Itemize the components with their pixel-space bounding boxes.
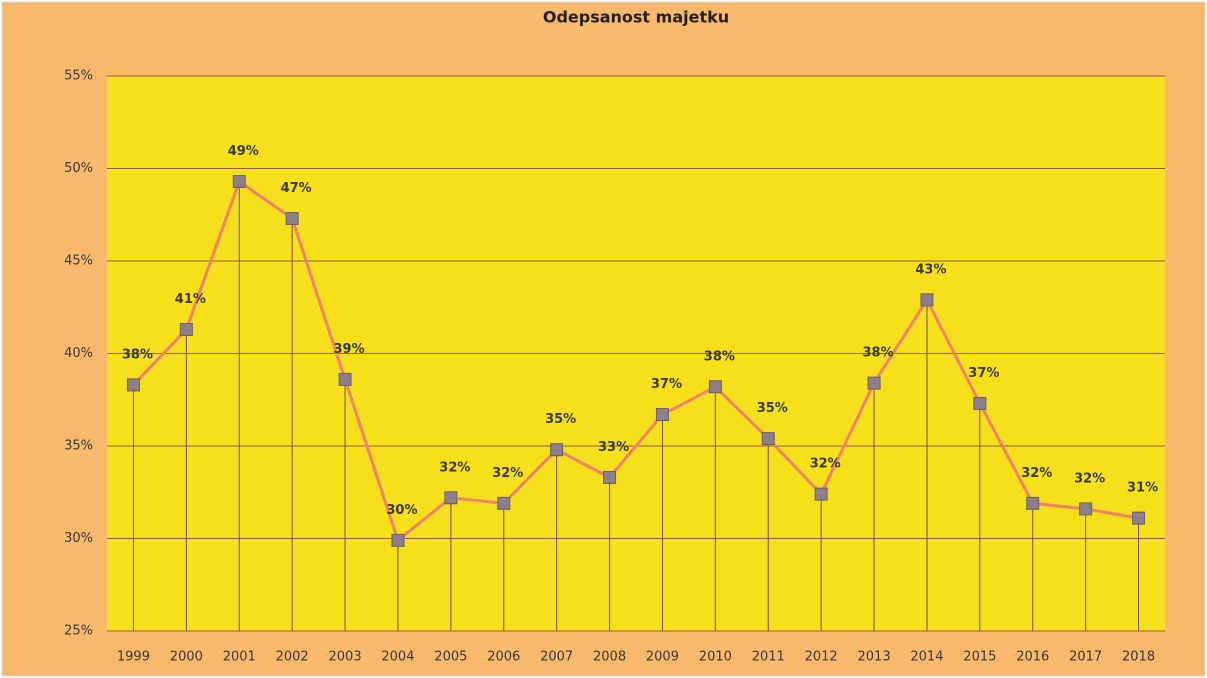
x-tick-label: 2017 (1069, 650, 1102, 665)
y-tick-label: 25% (64, 624, 93, 639)
marker (285, 211, 299, 225)
data-label: 39% (333, 342, 364, 357)
x-tick-label: 2000 (170, 650, 203, 665)
marker (444, 491, 458, 505)
data-label: 37% (968, 366, 999, 381)
data-label: 35% (757, 401, 788, 416)
x-tick-label: 2010 (699, 650, 732, 665)
x-tick-label: 2006 (487, 650, 520, 665)
data-label: 37% (651, 377, 682, 392)
marker (1132, 511, 1146, 525)
data-label: 38% (862, 346, 893, 361)
x-tick-label: 2008 (593, 650, 626, 665)
data-label: 32% (1021, 466, 1052, 481)
x-tick-label: 2004 (381, 650, 414, 665)
x-tick-label: 2011 (752, 650, 785, 665)
x-tick-label: 2012 (805, 650, 838, 665)
data-label: 32% (1074, 471, 1105, 486)
data-label: 35% (545, 412, 576, 427)
data-label: 49% (228, 144, 259, 159)
marker (497, 496, 511, 510)
data-label: 32% (439, 460, 470, 475)
x-tick-label: 2005 (434, 650, 467, 665)
marker (708, 380, 722, 394)
y-tick-label: 50% (64, 161, 93, 176)
marker (920, 293, 934, 307)
marker (761, 432, 775, 446)
marker (1079, 502, 1093, 516)
x-tick-label: 2018 (1122, 650, 1155, 665)
marker (655, 408, 669, 422)
marker (391, 533, 405, 547)
marker (814, 487, 828, 501)
data-label: 38% (704, 349, 735, 364)
data-label: 30% (386, 503, 417, 518)
x-tick-label: 2007 (540, 650, 573, 665)
line (132, 179, 1139, 543)
data-label: 32% (810, 457, 841, 472)
data-label: 33% (598, 440, 629, 455)
x-tick-label: 2002 (276, 650, 309, 665)
y-tick-label: 35% (64, 439, 93, 454)
marker (867, 376, 881, 390)
data-label: 32% (492, 466, 523, 481)
x-tick-label: 2015 (963, 650, 996, 665)
marker (550, 443, 564, 457)
data-label: 41% (175, 292, 206, 307)
marker (126, 378, 140, 392)
y-tick-label: 55% (64, 69, 93, 84)
x-tick-label: 2003 (329, 650, 362, 665)
marker (1026, 496, 1040, 510)
marker (232, 174, 246, 188)
data-label: 38% (122, 347, 153, 362)
marker (179, 322, 193, 336)
marker (603, 470, 617, 484)
data-label: 31% (1127, 481, 1158, 496)
data-label: 43% (915, 262, 946, 277)
x-tick-label: 1999 (117, 650, 150, 665)
x-tick-label: 2009 (646, 650, 679, 665)
y-tick-label: 30% (64, 531, 93, 546)
y-tick-label: 40% (64, 346, 93, 361)
x-tick-label: 2014 (910, 650, 943, 665)
x-tick-label: 2013 (858, 650, 891, 665)
x-tick-label: 2016 (1016, 650, 1049, 665)
x-tick-label: 2001 (223, 650, 256, 665)
marker (973, 396, 987, 410)
chart-title: Odepsanost majetku (543, 8, 729, 27)
y-tick-label: 45% (64, 254, 93, 269)
marker (338, 372, 352, 386)
data-label: 47% (281, 181, 312, 196)
